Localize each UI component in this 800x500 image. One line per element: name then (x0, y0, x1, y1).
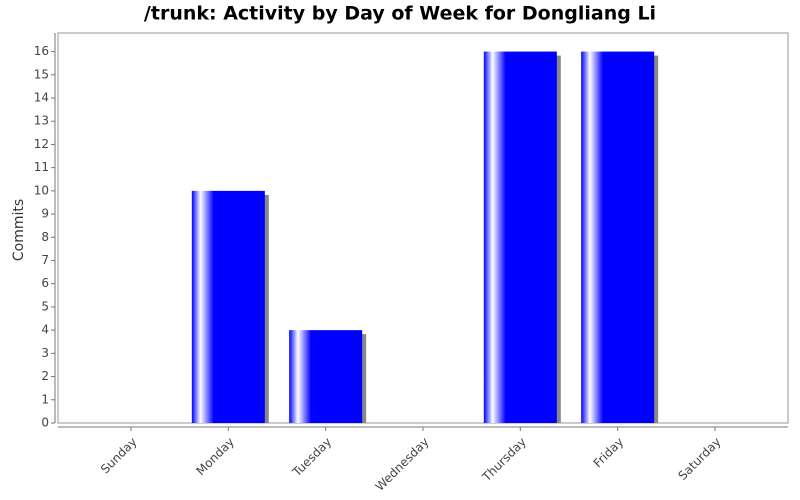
bar (581, 51, 655, 423)
y-tick-label: 2 (41, 369, 49, 383)
chart-title: /trunk: Activity by Day of Week for Dong… (144, 3, 656, 25)
bar (289, 330, 363, 423)
y-tick-label: 5 (41, 299, 49, 313)
y-tick-label: 13 (34, 114, 49, 128)
y-tick-label: 11 (34, 160, 49, 174)
y-tick-label: 8 (41, 230, 49, 244)
bar (483, 51, 557, 423)
y-axis-label: Commits (11, 199, 27, 261)
y-tick-label: 7 (41, 253, 49, 267)
plot-area (57, 32, 789, 424)
y-tick-label: 16 (34, 44, 49, 58)
y-tick-label: 6 (41, 276, 49, 290)
y-tick-label: 15 (34, 67, 49, 81)
y-tick-label: 3 (41, 346, 49, 360)
y-tick-label: 4 (41, 323, 49, 337)
y-tick-label: 14 (34, 91, 49, 105)
y-tick-label: 9 (41, 207, 49, 221)
bar (191, 190, 265, 423)
y-tick-label: 1 (41, 392, 49, 406)
y-tick-label: 10 (34, 183, 49, 197)
y-tick-label: 12 (34, 137, 49, 151)
y-tick-label: 0 (41, 416, 49, 430)
